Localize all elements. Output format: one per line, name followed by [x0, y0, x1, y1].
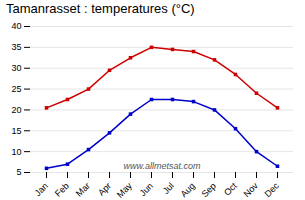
svg-text:10: 10	[11, 147, 21, 157]
svg-text:40: 40	[11, 21, 21, 31]
svg-text:20: 20	[11, 105, 21, 115]
svg-text:Nov: Nov	[242, 180, 261, 199]
svg-text:Feb: Feb	[53, 181, 71, 199]
svg-text:35: 35	[11, 42, 21, 52]
svg-text:Jun: Jun	[138, 181, 155, 198]
svg-text:Mar: Mar	[74, 181, 92, 199]
svg-text:Apr: Apr	[96, 181, 113, 198]
svg-text:15: 15	[11, 126, 21, 136]
svg-text:25: 25	[11, 84, 21, 94]
svg-text:Jan: Jan	[33, 181, 50, 198]
svg-text:Jul: Jul	[161, 181, 176, 196]
svg-text:www.allmetsat.com: www.allmetsat.com	[123, 161, 201, 171]
svg-text:Oct: Oct	[222, 180, 239, 197]
svg-text:30: 30	[11, 63, 21, 73]
svg-text:Sep: Sep	[200, 181, 218, 199]
svg-text:May: May	[115, 180, 134, 199]
svg-text:5: 5	[16, 167, 21, 177]
svg-text:Aug: Aug	[179, 181, 197, 199]
html-text:Tamanrasset : temperatures (°C: Tamanrasset : temperatures (°C)	[6, 1, 195, 16]
svg-text:Dec: Dec	[263, 180, 282, 199]
